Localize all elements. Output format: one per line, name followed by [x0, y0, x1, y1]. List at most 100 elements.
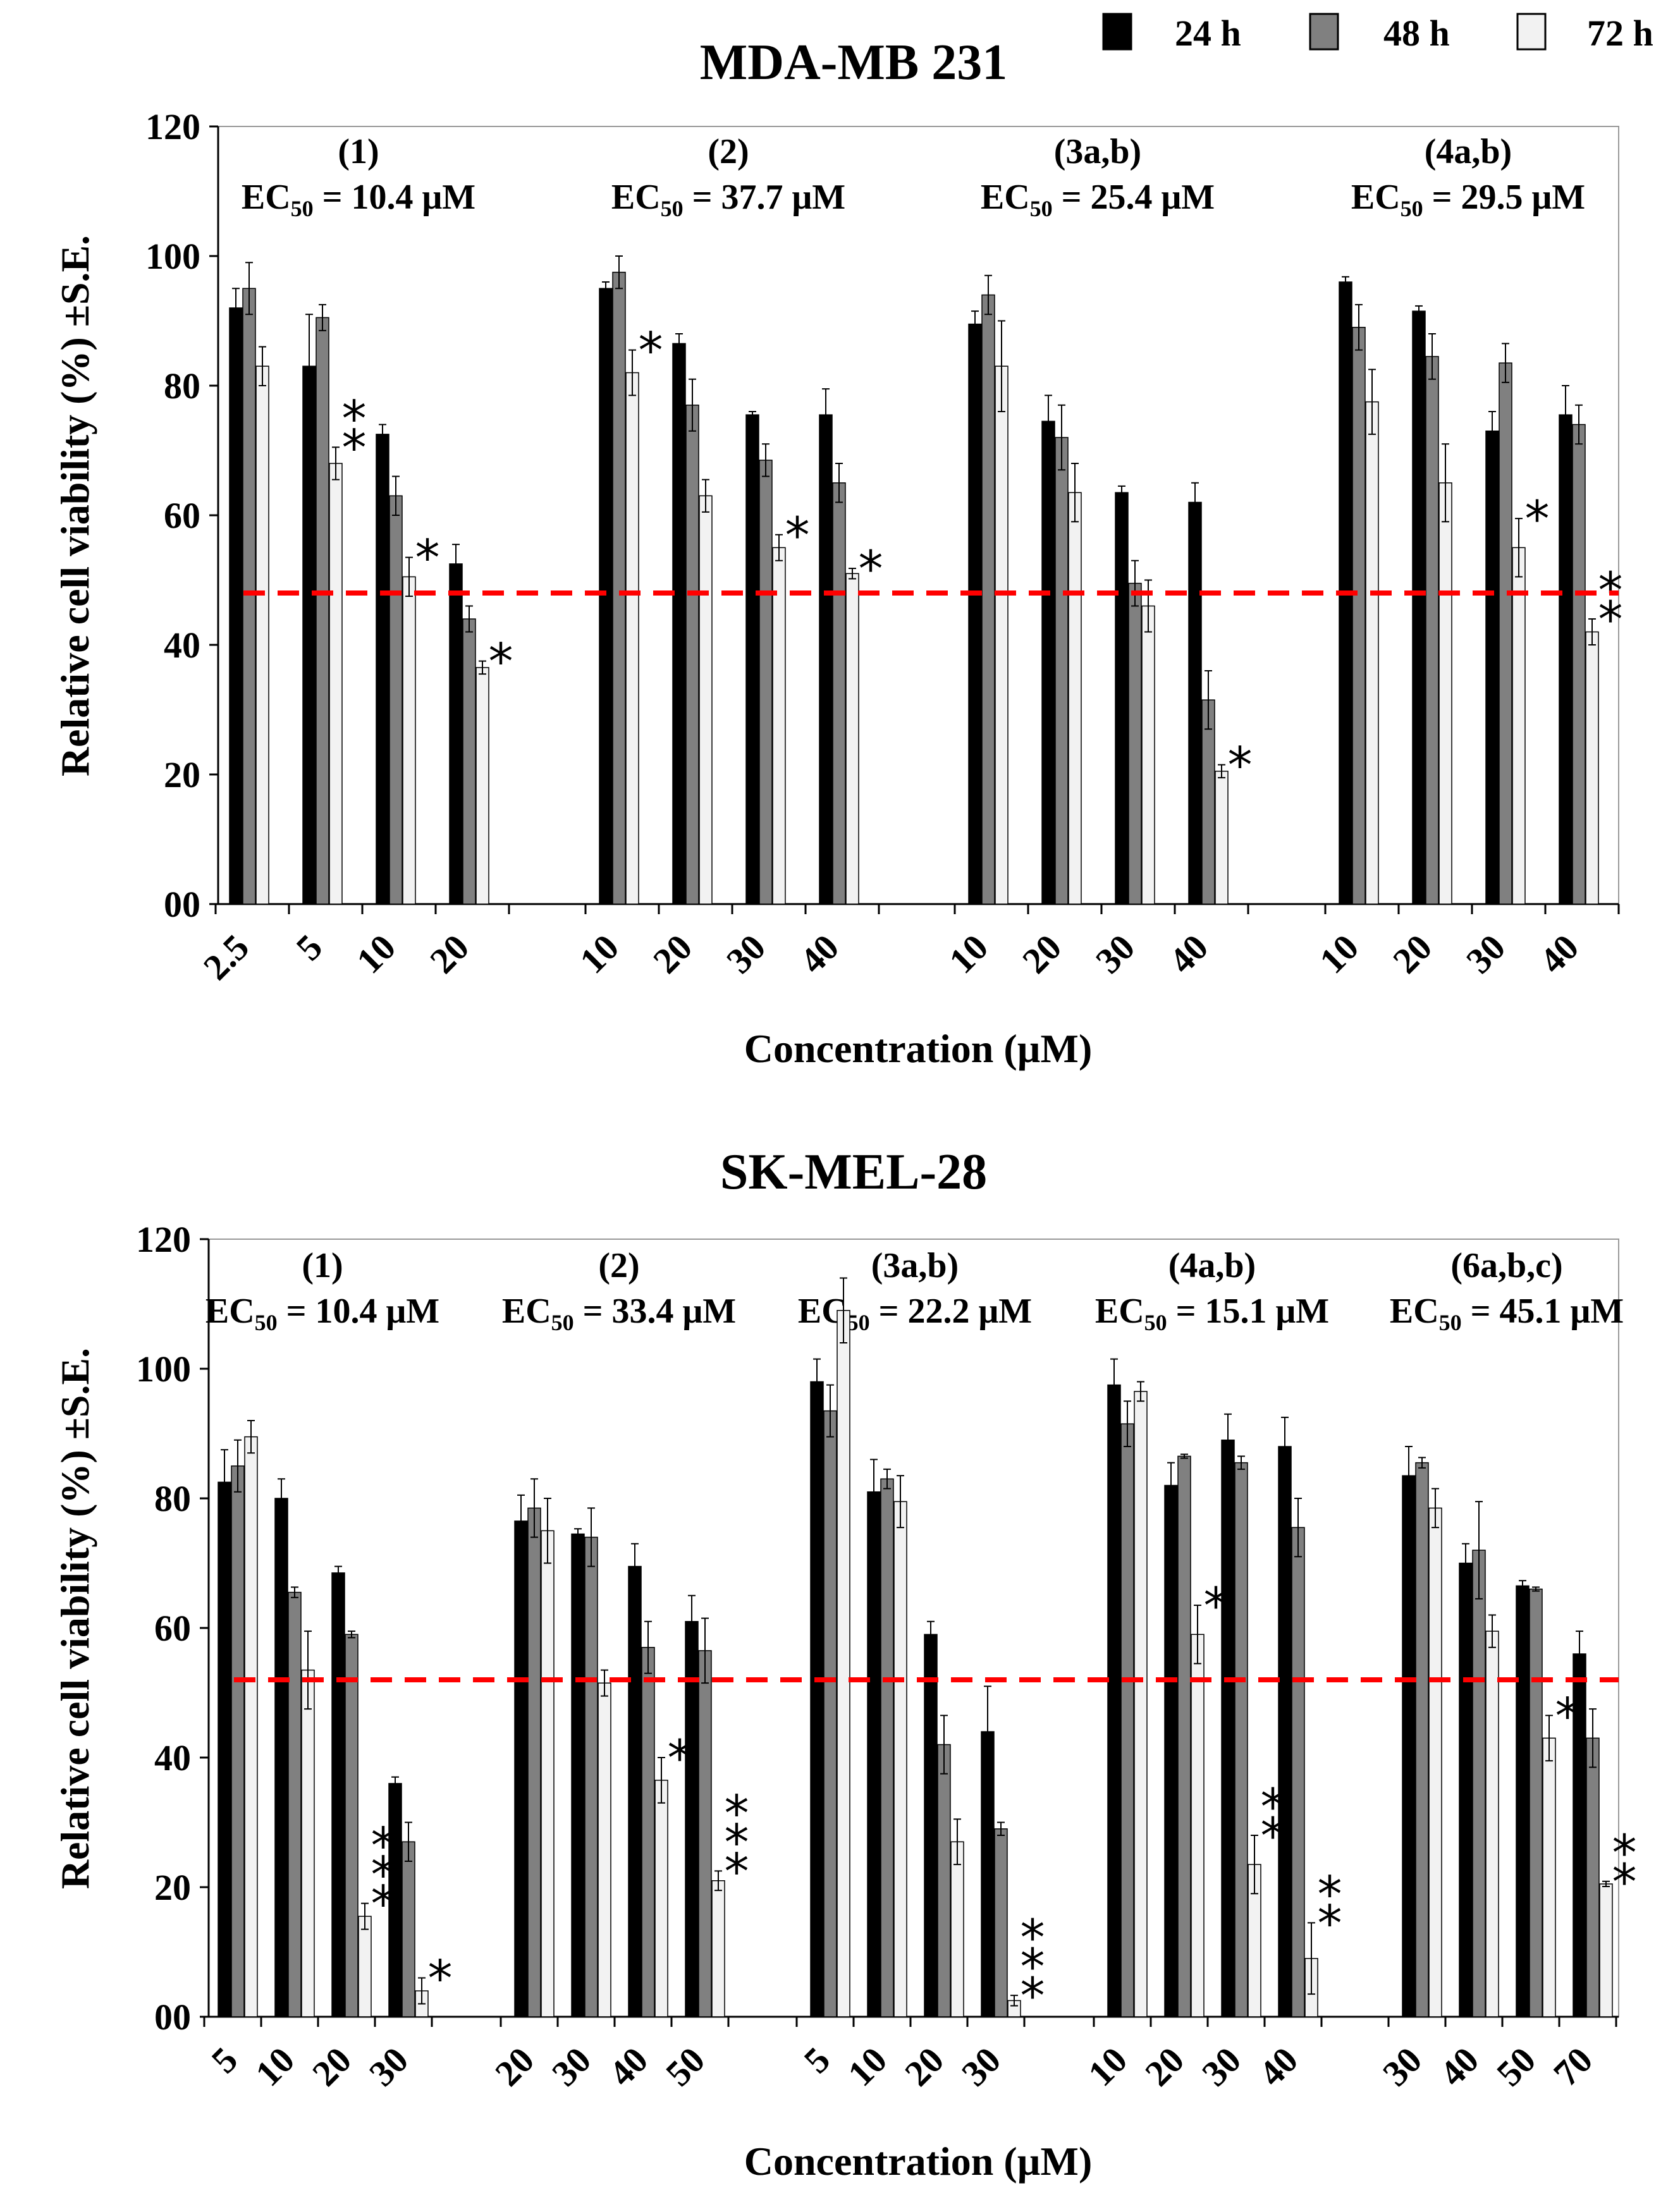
bar-48h: [1128, 582, 1142, 905]
bar-24h: [1164, 1484, 1178, 2017]
bar-24h: [599, 288, 613, 905]
bar-24h: [819, 414, 833, 905]
bar-48h: [994, 1828, 1008, 2017]
y-tick-label: 60: [154, 1608, 191, 1649]
bar-24h: [388, 1783, 402, 2017]
group-ec50-label: EC50 = 25.4 μM: [981, 178, 1215, 221]
bar-72h: [950, 1841, 964, 2017]
group-compound-label: (1): [302, 1246, 343, 1285]
group-ec50-label: EC50 = 10.4 μM: [242, 178, 475, 221]
bar-48h: [1352, 327, 1366, 905]
x-tick-label: 40: [601, 2039, 656, 2094]
y-tick-label: 120: [145, 106, 200, 147]
bar-24h: [1221, 1440, 1235, 2017]
bar-48h: [231, 1465, 245, 2017]
bar-24h: [229, 307, 243, 905]
bar-72h: [1438, 482, 1452, 905]
bar-24h: [1573, 1653, 1586, 2017]
significance-star: *: [489, 634, 513, 691]
bar-24h: [1516, 1585, 1530, 2017]
significance-star: *: [1318, 1866, 1342, 1923]
x-tick-label: 40: [792, 926, 847, 981]
significance-star: *: [785, 508, 810, 565]
bar-24h: [449, 563, 463, 905]
group-ec50-label: EC50 = 29.5 μM: [1351, 178, 1585, 221]
bar-72h: [1542, 1737, 1556, 2017]
x-tick-label: 10: [247, 2039, 302, 2094]
x-tick-label: 10: [1080, 2039, 1135, 2094]
bar-48h: [584, 1536, 598, 2017]
bar-72h: [654, 1780, 668, 2017]
legend-swatch-72h: [1516, 13, 1547, 51]
x-tick-label: 10: [840, 2039, 895, 2094]
group-ec50-label: EC50 = 33.4 μM: [502, 1292, 736, 1335]
bar-24h: [867, 1491, 881, 2017]
bar-48h: [288, 1591, 302, 2017]
bar-48h: [1415, 1462, 1429, 2017]
bar-72h: [1485, 1630, 1499, 2017]
bar-24h: [1107, 1384, 1121, 2017]
bar-48h: [527, 1507, 541, 2017]
bar-72h: [1141, 605, 1155, 905]
significance-star: *: [342, 420, 367, 477]
bar-72h: [255, 365, 269, 905]
x-tick-label: 50: [658, 2039, 713, 2094]
x-tick-label: 20: [1014, 926, 1069, 981]
y-axis-title: Relative cell viability (%) ±S.E.: [52, 1348, 97, 1889]
bar-24h: [514, 1520, 528, 2017]
x-tick-label: 40: [1161, 926, 1216, 981]
bar-48h: [641, 1647, 655, 2017]
x-tick-label: 10: [941, 926, 996, 981]
bar-48h: [242, 288, 256, 905]
bar-24h: [1559, 414, 1573, 905]
chart-title: SK-MEL-28: [720, 1144, 987, 1200]
group-ec50-label: EC50 = 15.1 μM: [1095, 1292, 1329, 1335]
bar-72h: [893, 1501, 907, 2017]
bar-48h: [1572, 424, 1586, 905]
significance-star: *: [415, 530, 440, 587]
bar-24h: [1412, 310, 1426, 905]
bar-72h: [699, 495, 713, 905]
x-tick-label: 20: [304, 2039, 359, 2094]
x-tick-label: 30: [361, 2039, 416, 2094]
legend-swatch-24h: [1102, 13, 1132, 51]
group-compound-label: (4a,b): [1168, 1246, 1256, 1285]
y-tick-label: 40: [164, 625, 200, 666]
plot-frame: [218, 126, 1619, 905]
bar-48h: [1055, 437, 1069, 905]
bar-48h: [832, 482, 846, 905]
x-tick-label: 30: [544, 2039, 599, 2094]
x-tick-label: 70: [1545, 2039, 1600, 2094]
bar-72h: [1599, 1883, 1613, 2017]
group-ec50-label: EC50 = 45.1 μM: [1390, 1292, 1624, 1335]
bar-72h: [541, 1530, 555, 2017]
y-tick-label: 80: [164, 365, 200, 407]
bar-72h: [995, 365, 1009, 905]
bar-24h: [331, 1572, 345, 2017]
bar-48h: [612, 271, 626, 905]
x-tick-label: 30: [718, 926, 773, 981]
x-tick-label: 20: [422, 926, 477, 981]
significance-star: *: [1021, 1968, 1045, 2025]
bar-24h: [1041, 420, 1055, 905]
bar-72h: [358, 1916, 372, 2017]
bar-24h: [810, 1381, 824, 2017]
x-tick-label: 20: [1137, 2039, 1192, 2094]
x-axis-title: Concentration (µM): [744, 2139, 1093, 2184]
y-tick-label: 100: [136, 1349, 191, 1390]
significance-star: *: [1021, 1910, 1045, 1967]
bar-72h: [402, 576, 416, 905]
group-compound-label: (1): [338, 132, 379, 171]
x-tick-label: 5: [288, 926, 330, 968]
x-tick-label: 2.5: [195, 926, 257, 988]
chart-panel-sk-mel-28: SK-MEL-28 Relative cell viability (%) ±S…: [52, 1144, 1637, 2184]
bar-48h: [1291, 1527, 1305, 2017]
bar-48h: [937, 1744, 951, 2017]
bar-72h: [1365, 401, 1379, 905]
x-tick-label: 40: [1251, 2039, 1306, 2094]
bar-24h: [672, 343, 686, 905]
bar-48h: [1499, 362, 1512, 905]
bar-24h: [1188, 501, 1202, 905]
